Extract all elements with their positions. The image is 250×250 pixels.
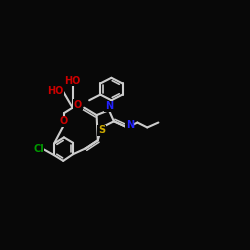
Text: O: O [74, 100, 82, 110]
Text: Cl: Cl [33, 144, 44, 154]
Text: HO: HO [48, 86, 64, 96]
Text: N: N [105, 102, 113, 112]
Text: S: S [98, 126, 105, 136]
Text: HO: HO [64, 76, 81, 86]
Text: N: N [126, 120, 134, 130]
Text: O: O [60, 116, 68, 126]
